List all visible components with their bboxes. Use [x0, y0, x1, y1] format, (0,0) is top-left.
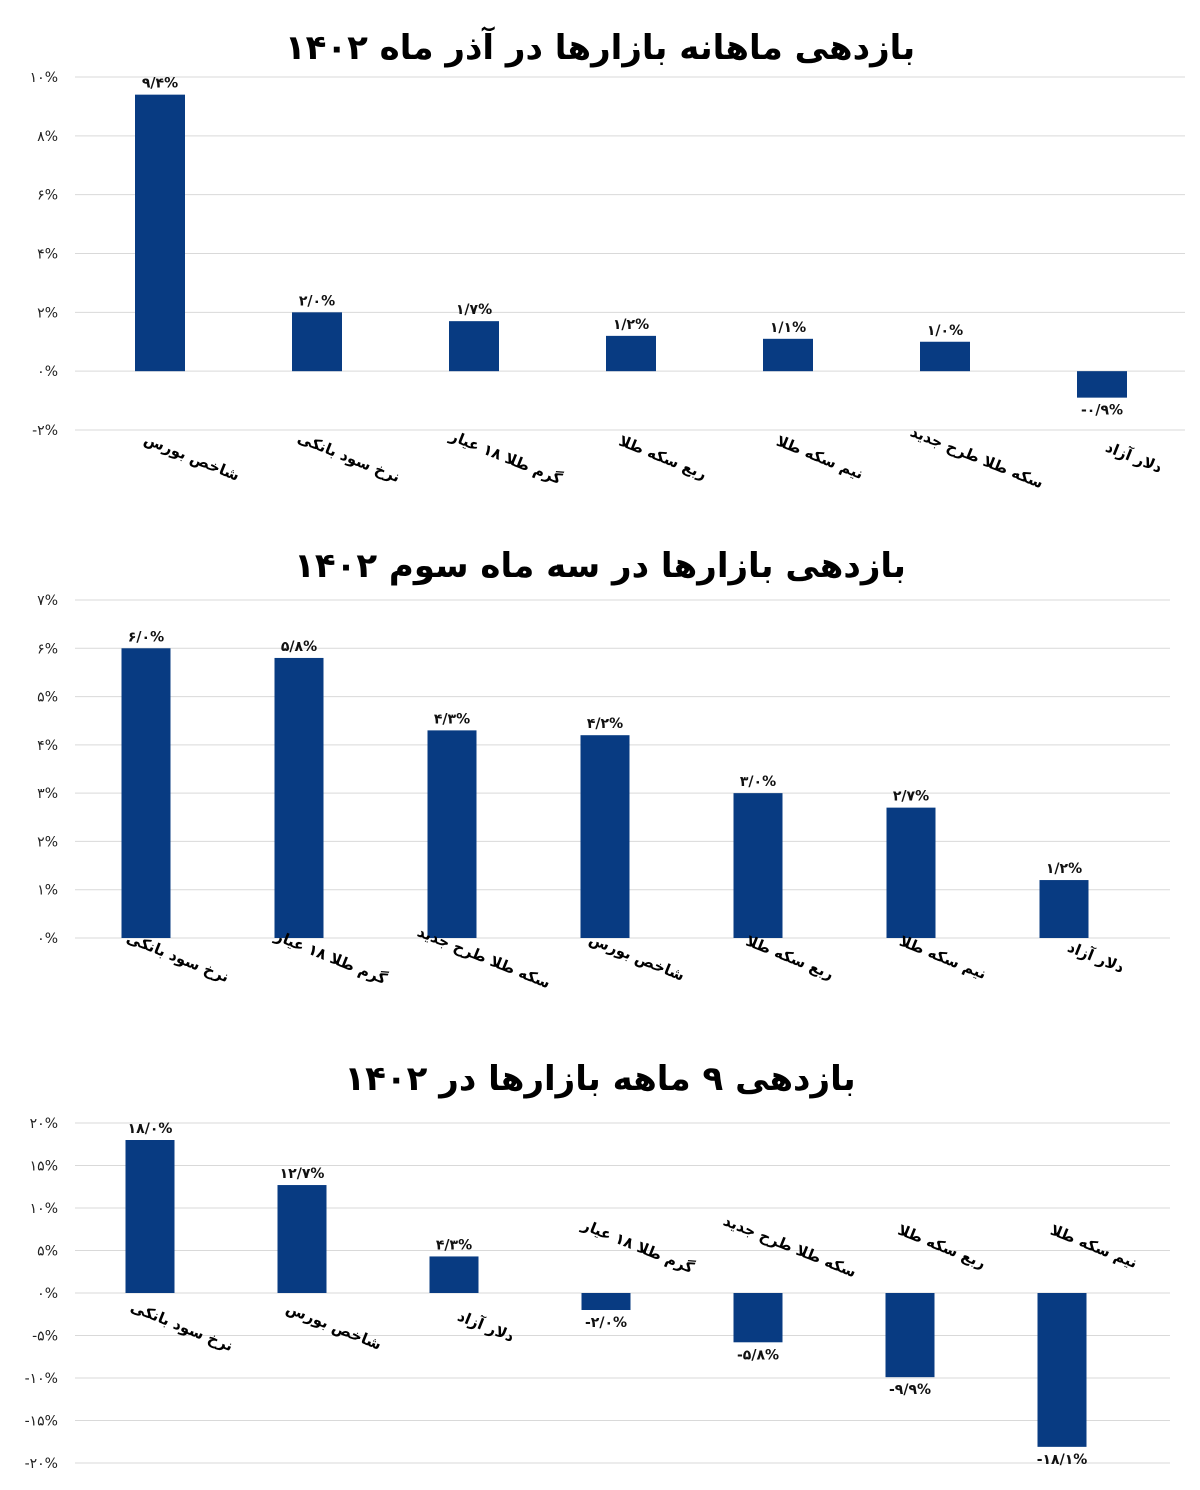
- data-label: ۱/۱%: [770, 320, 806, 336]
- data-label: ۶/۰%: [128, 629, 164, 645]
- category-label: شاخص بورس: [142, 430, 243, 485]
- bar: [121, 648, 171, 938]
- data-label: ۱/۲%: [613, 317, 649, 333]
- y-tick-label: ۱۵%: [30, 1159, 58, 1175]
- y-tick-label: ۵%: [37, 1244, 58, 1260]
- data-label: ۴/۲%: [587, 716, 623, 732]
- category-label: نیم سکه طلا: [1048, 1221, 1140, 1272]
- y-tick-label: ۵%: [37, 690, 58, 706]
- data-label: ۱۸/۰%: [128, 1121, 173, 1137]
- bar: [429, 1256, 479, 1293]
- category-label: گرم طلا ۱۸ عیار: [578, 1215, 696, 1277]
- bar: [125, 1140, 175, 1293]
- data-label: ۱/۲%: [1046, 861, 1082, 877]
- y-tick-label: ۱۰%: [30, 70, 58, 86]
- category-label: شاخص بورس: [284, 1299, 385, 1354]
- y-tick-label: ۷%: [37, 593, 58, 609]
- bar: [1039, 880, 1089, 938]
- category-label: نرخ سود بانکی: [124, 929, 232, 986]
- y-tick-label: ۲%: [37, 834, 58, 850]
- data-label: ۴/۳%: [434, 711, 470, 727]
- category-label: دلار آزاد: [1065, 938, 1127, 977]
- data-label: ۲/۷%: [893, 789, 929, 805]
- bar: [581, 1293, 631, 1310]
- category-label: ربع سکه طلا: [743, 932, 836, 984]
- y-tick-label: ۴%: [37, 247, 58, 263]
- category-label: نیم سکه طلا: [774, 432, 866, 483]
- bar: [606, 335, 656, 372]
- chart-title-3: بازدهی ۹ ماهه بازارها در ۱۴۰۲: [344, 1059, 856, 1099]
- category-label: گرم طلا ۱۸ عیار: [446, 426, 564, 488]
- y-tick-label: ۳%: [37, 786, 58, 802]
- bar: [733, 793, 783, 938]
- data-label: -۱۸/۱%: [1037, 1452, 1088, 1468]
- bar: [277, 1185, 327, 1293]
- chart-panel-2: بازدهی بازارها در سه ماه سوم ۱۴۰۲ ۷% ۶% ۵%…: [0, 530, 1200, 1035]
- bar: [886, 807, 936, 938]
- category-label: دلار آزاد: [455, 1307, 517, 1346]
- chart-panel-3: بازدهی ۹ ماهه بازارها در ۱۴۰۲ ۲۰% ۱۵% ۱۰% ۵…: [0, 1045, 1200, 1490]
- category-label: نرخ سود بانکی: [295, 429, 403, 486]
- y-tick-label: -۲%: [32, 423, 58, 439]
- bar: [292, 312, 342, 372]
- bar: [274, 657, 324, 938]
- y-tick-label: -۱۵%: [25, 1414, 58, 1430]
- bar: [1037, 1293, 1087, 1447]
- bar: [135, 94, 185, 372]
- category-label: گرم طلا ۱۸ عیار: [271, 926, 389, 988]
- y-tick-label: ۱۰%: [30, 1201, 58, 1217]
- bar: [427, 730, 477, 938]
- data-label: ۲/۰%: [299, 293, 335, 309]
- bar: [733, 1293, 783, 1343]
- category-label: دلار آزاد: [1103, 438, 1165, 477]
- category-label: ربع سکه طلا: [895, 1221, 988, 1273]
- quarterly-returns-chart: ۷% ۶% ۵% ۴% ۳% ۲% ۱% ۰% ۶/۰% نرخ سود بانکی ۵/۸% گرم…: [37, 593, 1170, 992]
- y-tick-label: ۶%: [37, 188, 58, 204]
- data-label: -۲/۰%: [585, 1315, 627, 1331]
- nine-month-returns-chart: ۲۰% ۱۵% ۱۰% ۵% ۰% -۵% -۱۰% -۱۵% -۲۰% ۱۸/۰% نرخ سود…: [25, 1116, 1170, 1472]
- monthly-returns-chart: ۱۰% ۸% ۶% ۴% ۲% ۰% -۲% ۹/۴% شاخص بورس ۲/۰% نرخ سود…: [30, 70, 1185, 492]
- category-label: سکه طلا طرح جدید: [415, 922, 553, 992]
- data-label: ۱/۰%: [927, 323, 963, 339]
- bar: [885, 1293, 935, 1378]
- y-tick-label: ۸%: [37, 129, 58, 145]
- bar: [1077, 371, 1127, 398]
- y-tick-label: ۲%: [37, 305, 58, 321]
- bar: [920, 341, 970, 372]
- chart-panel-1: بازدهی ماهانه بازارها در آذر ماه ۱۴۰۲ ۱۰…: [0, 0, 1200, 515]
- y-tick-label: ۰%: [37, 364, 58, 380]
- chart-title-1: بازدهی ماهانه بازارها در آذر ماه ۱۴۰۲: [284, 28, 916, 68]
- category-label: نیم سکه طلا: [897, 932, 989, 983]
- data-label: ۴/۳%: [436, 1237, 472, 1253]
- category-label: سکه طلا طرح جدید: [721, 1211, 859, 1281]
- y-tick-label: ۲۰%: [30, 1116, 58, 1132]
- data-label: ۹/۴%: [142, 76, 178, 92]
- y-tick-label: -۵%: [32, 1329, 58, 1345]
- y-tick-label: -۲۰%: [25, 1456, 58, 1472]
- data-label: ۱۲/۷%: [280, 1166, 325, 1182]
- y-tick-label: ۰%: [37, 931, 58, 947]
- y-tick-label: ۶%: [37, 641, 58, 657]
- category-label: سکه طلا طرح جدید: [908, 422, 1046, 492]
- data-label: ۱/۷%: [456, 302, 492, 318]
- data-label: -۵/۸%: [737, 1347, 779, 1363]
- data-label: -۰/۹%: [1081, 403, 1123, 419]
- y-tick-label: ۱%: [37, 883, 58, 899]
- data-label: ۳/۰%: [740, 774, 776, 790]
- data-label: ۵/۸%: [281, 639, 317, 655]
- y-tick-label: ۴%: [37, 738, 58, 754]
- category-label: نرخ سود بانکی: [128, 1298, 236, 1355]
- bar: [449, 321, 499, 372]
- category-label: ربع سکه طلا: [616, 432, 709, 484]
- chart-title-2: بازدهی بازارها در سه ماه سوم ۱۴۰۲: [294, 546, 906, 586]
- data-label: -۹/۹%: [889, 1382, 931, 1398]
- y-tick-label: ۰%: [37, 1286, 58, 1302]
- bar: [580, 735, 630, 938]
- y-tick-label: -۱۰%: [25, 1371, 58, 1387]
- bar: [763, 338, 813, 372]
